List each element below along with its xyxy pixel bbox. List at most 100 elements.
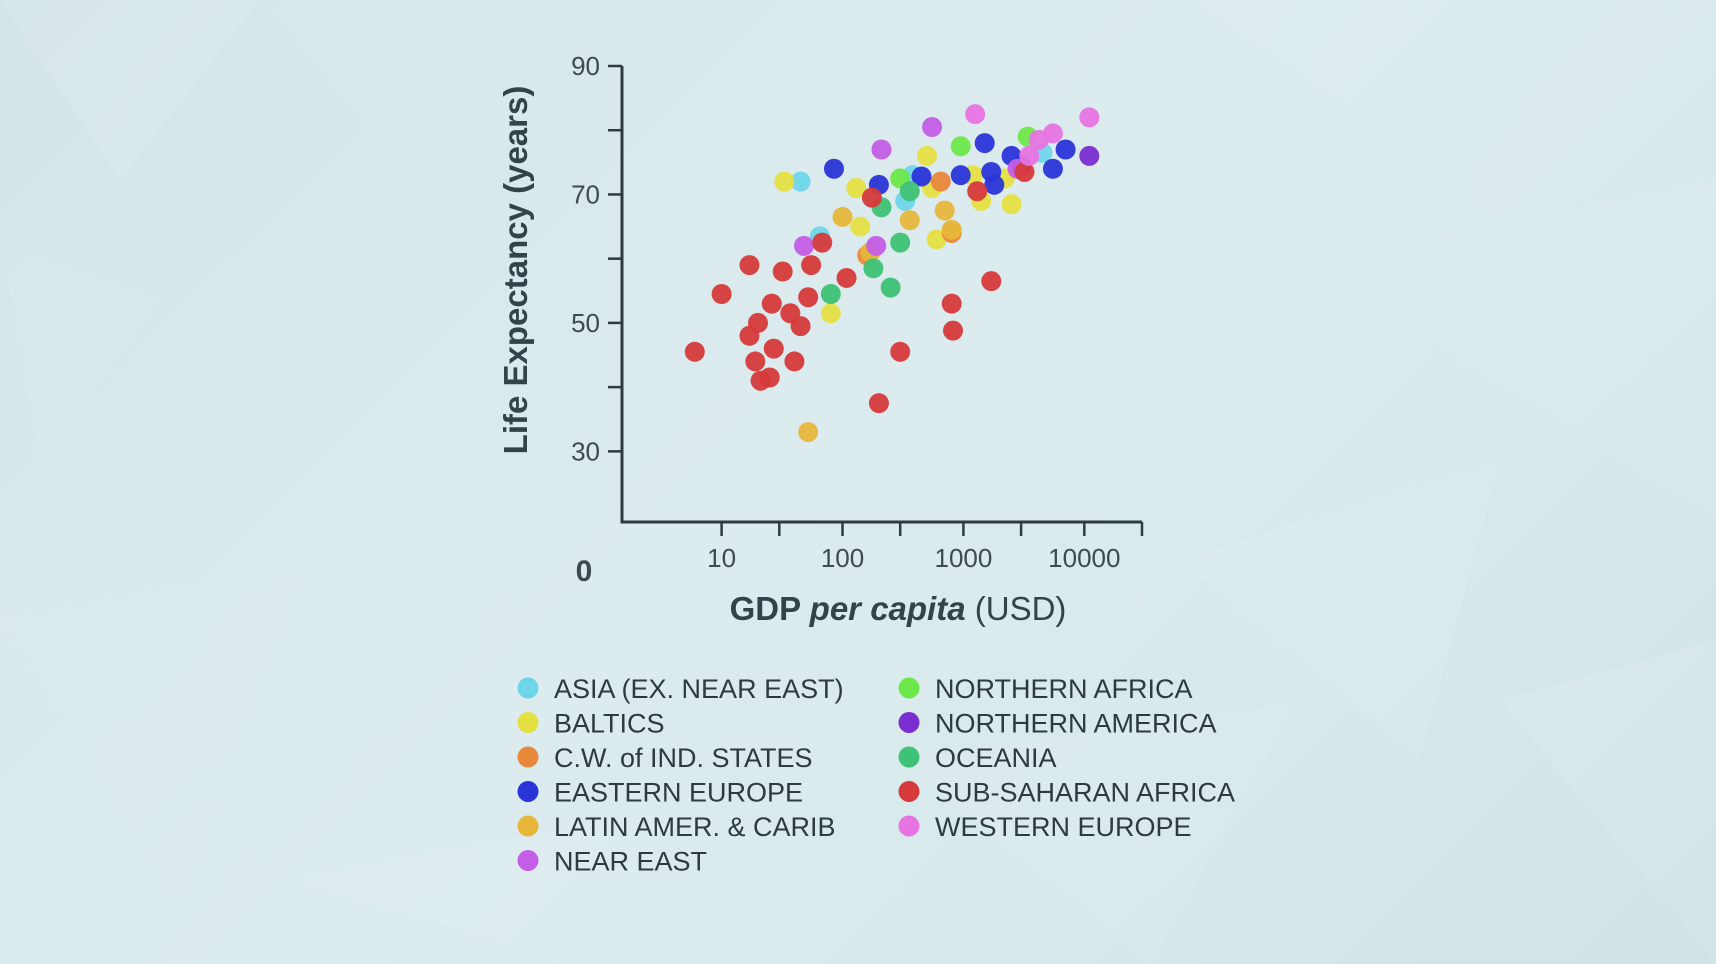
data-point — [684, 341, 705, 362]
x-tick-label: 10 — [707, 543, 736, 573]
y-tick-label: 90 — [571, 51, 600, 81]
data-point — [965, 104, 986, 125]
x-tick-label: 100 — [821, 543, 864, 573]
legend-marker — [517, 677, 539, 699]
legend-marker — [898, 677, 920, 699]
data-point — [759, 367, 780, 388]
data-point — [950, 165, 971, 186]
x-axis-label-main: GDP — [730, 590, 810, 627]
data-point — [790, 316, 811, 337]
data-point — [1001, 194, 1022, 215]
data-point — [739, 255, 760, 276]
data-point — [711, 284, 732, 304]
chart-axes — [620, 66, 1142, 524]
data-point — [974, 133, 995, 154]
data-point — [911, 166, 932, 187]
data-point — [863, 258, 884, 279]
data-point — [899, 210, 920, 231]
legend-label: SUB-SAHARAN AFRICA — [935, 778, 1235, 808]
data-point — [836, 267, 857, 288]
legend-marker — [898, 781, 920, 802]
origin-label: 0 — [576, 555, 593, 588]
data-point — [930, 171, 951, 192]
legend-marker — [517, 712, 539, 733]
data-point — [1055, 139, 1076, 160]
data-point — [941, 219, 962, 240]
chart-points — [684, 104, 1100, 443]
data-point — [1042, 158, 1063, 179]
data-point — [1079, 145, 1100, 166]
data-point — [981, 271, 1002, 292]
legend-label: ASIA (EX. NEAR EAST) — [554, 674, 844, 704]
data-point — [784, 351, 805, 372]
data-point — [820, 303, 841, 324]
data-point — [1079, 107, 1100, 128]
y-tick-label: 70 — [571, 179, 600, 209]
legend-marker — [898, 746, 920, 768]
data-point — [745, 351, 766, 372]
legend-marker — [517, 781, 539, 802]
legend-label: LATIN AMER. & CARIB — [554, 812, 836, 842]
legend-label: NORTHERN AMERICA — [935, 709, 1217, 739]
x-axis-label-italic: per capita — [809, 590, 966, 627]
legend-label: OCEANIA — [935, 743, 1057, 773]
x-axis-label-unit: (USD) — [966, 590, 1067, 627]
data-point — [890, 232, 911, 253]
data-point — [820, 284, 841, 304]
data-point — [934, 200, 955, 221]
legend-label: WESTERN EUROPE — [935, 812, 1192, 842]
data-point — [748, 312, 769, 333]
data-point — [950, 136, 971, 157]
data-point — [1014, 161, 1035, 182]
legend-label: NEAR EAST — [554, 847, 707, 877]
legend-label: C.W. of IND. STATES — [554, 743, 813, 773]
data-point — [801, 255, 822, 276]
x-tick-label: 10000 — [1048, 543, 1120, 573]
data-point — [772, 261, 793, 282]
x-axis-label: GDP per capita (USD) — [730, 590, 1067, 627]
data-point — [861, 187, 882, 208]
data-point — [823, 158, 844, 179]
legend-marker — [517, 850, 539, 871]
data-point — [798, 422, 819, 443]
data-point — [942, 320, 963, 341]
data-point — [763, 338, 784, 359]
y-tick-label: 30 — [571, 436, 600, 466]
data-point — [967, 181, 988, 202]
legend-label: BALTICS — [554, 709, 665, 739]
x-tick-label: 1000 — [934, 543, 992, 573]
data-point — [890, 341, 911, 362]
data-point — [871, 139, 892, 160]
data-point — [984, 174, 1005, 195]
data-point — [850, 216, 871, 237]
data-point — [761, 293, 782, 314]
data-point — [868, 393, 889, 414]
data-point — [812, 232, 833, 253]
legend-marker — [898, 712, 920, 733]
data-point — [798, 287, 819, 308]
y-tick-label: 50 — [571, 308, 600, 338]
data-point — [880, 277, 901, 298]
legend-marker — [517, 815, 539, 837]
data-point — [832, 206, 853, 227]
data-point — [1042, 123, 1063, 144]
data-point — [793, 235, 814, 256]
legend-marker — [517, 746, 539, 768]
y-axis-label: Life Expectancy (years) — [497, 86, 534, 455]
data-point — [899, 181, 920, 202]
data-point — [1019, 145, 1040, 166]
legend-label: EASTERN EUROPE — [554, 778, 803, 808]
data-point — [922, 117, 943, 138]
data-point — [790, 171, 811, 192]
legend-label: NORTHERN AFRICA — [935, 674, 1193, 704]
data-point — [941, 293, 962, 314]
data-point — [774, 171, 795, 192]
chart-legend: ASIA (EX. NEAR EAST) BALTICS C.W. of IND. … — [517, 674, 1235, 877]
data-point — [866, 235, 887, 256]
data-point — [926, 229, 947, 250]
legend-marker — [898, 815, 920, 837]
data-point — [846, 178, 867, 199]
chart-ticks: 10 100 1000 10000 30 50 70 90 — [571, 51, 1144, 573]
